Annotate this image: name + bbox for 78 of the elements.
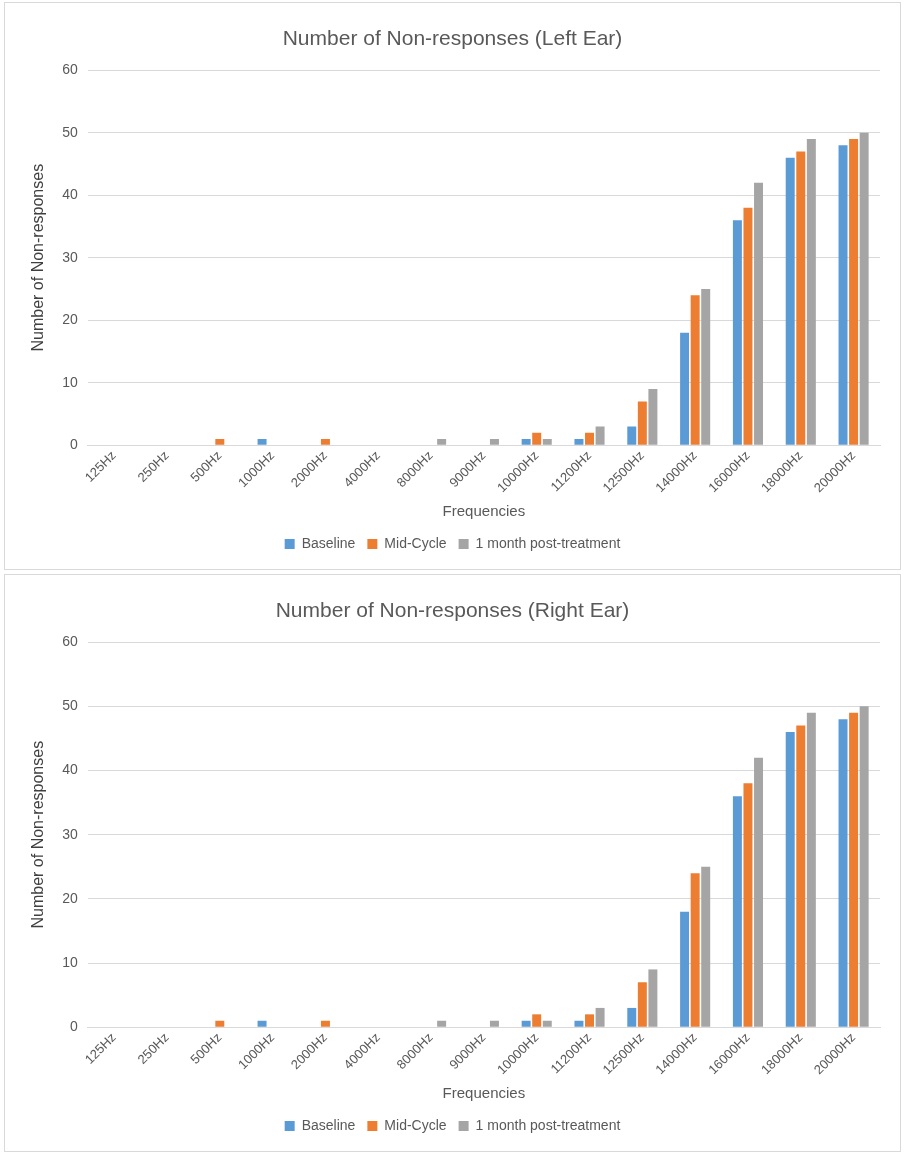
bar bbox=[627, 1007, 637, 1027]
x-axis-title: Frequencies bbox=[442, 502, 526, 520]
legend-label: Mid-Cycle bbox=[384, 1116, 447, 1133]
bar bbox=[838, 719, 848, 1027]
bar bbox=[595, 1007, 605, 1027]
legend-label: Mid-Cycle bbox=[384, 534, 447, 551]
chart-title: Number of Non-responses (Left Ear) bbox=[282, 26, 623, 50]
bar bbox=[806, 712, 816, 1027]
y-tick-label: 0 bbox=[69, 436, 78, 453]
bar bbox=[532, 1014, 542, 1027]
bar bbox=[542, 1020, 552, 1027]
bar bbox=[521, 1020, 531, 1027]
y-tick-label: 60 bbox=[62, 61, 78, 78]
bar bbox=[785, 157, 795, 445]
bar bbox=[732, 796, 742, 1027]
y-tick-label: 60 bbox=[62, 633, 78, 650]
y-tick-label: 20 bbox=[62, 889, 78, 906]
bar bbox=[595, 426, 605, 445]
x-axis-title: Frequencies bbox=[442, 1084, 526, 1102]
bar bbox=[637, 982, 647, 1027]
y-tick-label: 40 bbox=[62, 761, 78, 778]
bar bbox=[859, 706, 869, 1027]
bar bbox=[849, 138, 859, 445]
bar bbox=[489, 1020, 499, 1027]
bar bbox=[521, 438, 531, 445]
bar bbox=[437, 1020, 447, 1027]
bar bbox=[680, 332, 690, 445]
bar bbox=[257, 438, 267, 445]
y-axis-title: Number of Non-responses bbox=[29, 163, 47, 352]
y-tick-label: 50 bbox=[62, 123, 78, 140]
bar bbox=[574, 1020, 584, 1027]
bar bbox=[796, 725, 806, 1027]
bar bbox=[754, 757, 764, 1027]
bar bbox=[542, 438, 552, 445]
bar bbox=[859, 132, 869, 445]
y-tick-label: 0 bbox=[69, 1018, 78, 1035]
bar bbox=[257, 1020, 267, 1027]
bar bbox=[796, 151, 806, 445]
bar bbox=[838, 145, 848, 445]
bar bbox=[732, 220, 742, 445]
y-tick-label: 30 bbox=[62, 825, 78, 842]
bar bbox=[648, 388, 658, 445]
bar bbox=[532, 432, 542, 445]
bar bbox=[648, 969, 658, 1027]
bar bbox=[215, 1020, 225, 1027]
bar bbox=[585, 432, 595, 445]
y-tick-label: 40 bbox=[62, 186, 78, 203]
legend-label: Baseline bbox=[301, 534, 356, 551]
y-tick-label: 10 bbox=[62, 953, 78, 970]
bar bbox=[574, 438, 584, 445]
chart-title: Number of Non-responses (Right Ear) bbox=[275, 598, 630, 622]
y-axis-title: Number of Non-responses bbox=[29, 740, 47, 929]
bar bbox=[320, 438, 330, 445]
bar bbox=[743, 783, 753, 1027]
bar bbox=[489, 438, 499, 445]
y-tick-label: 30 bbox=[62, 248, 78, 265]
bar bbox=[215, 438, 225, 445]
bar bbox=[701, 288, 711, 445]
bar bbox=[680, 911, 690, 1027]
bar bbox=[701, 866, 711, 1027]
y-tick-label: 10 bbox=[62, 373, 78, 390]
bar bbox=[849, 712, 859, 1027]
bar bbox=[690, 295, 700, 445]
bar bbox=[743, 207, 753, 445]
bar bbox=[754, 182, 764, 445]
legend-label: Baseline bbox=[301, 1116, 356, 1133]
bar bbox=[785, 732, 795, 1027]
bar bbox=[690, 873, 700, 1027]
bar bbox=[627, 426, 637, 445]
bar bbox=[585, 1014, 595, 1027]
y-tick-label: 20 bbox=[62, 311, 78, 328]
bar bbox=[437, 438, 447, 445]
bar bbox=[806, 138, 816, 445]
legend-label: 1 month post-treatment bbox=[475, 534, 621, 551]
bar bbox=[320, 1020, 330, 1027]
y-tick-label: 50 bbox=[62, 697, 78, 714]
legend-label: 1 month post-treatment bbox=[475, 1116, 621, 1133]
bar bbox=[637, 401, 647, 445]
